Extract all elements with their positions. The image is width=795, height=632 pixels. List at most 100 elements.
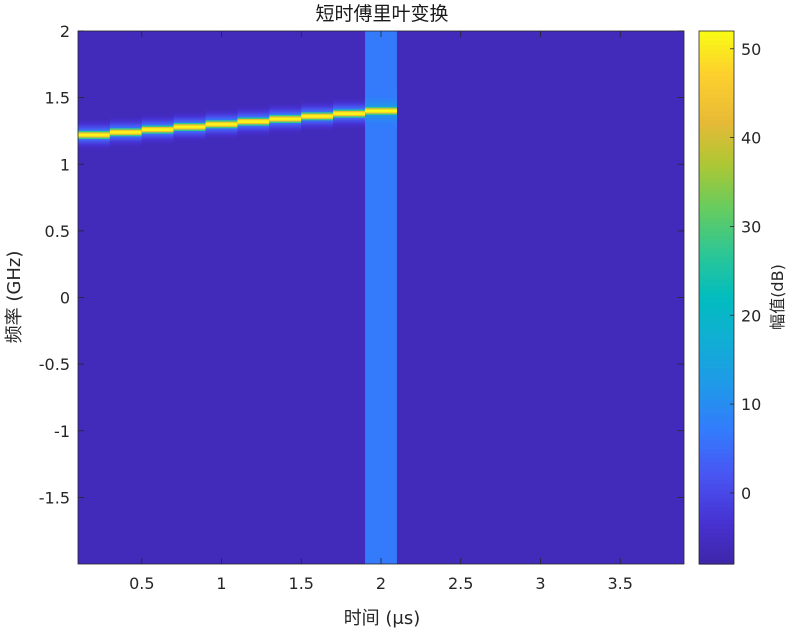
- ridge-sidelobe: [269, 101, 302, 104]
- ridge-sidelobe: [301, 122, 334, 126]
- ridge-segment-5: [205, 122, 238, 126]
- ridge-sidelobe: [333, 97, 366, 100]
- colorbar-swatch: [699, 230, 734, 236]
- colorbar-tick-label: 40: [741, 129, 761, 148]
- ridge-sidelobe: [269, 103, 302, 107]
- ridge-sidelobe: [269, 111, 302, 115]
- colorbar-swatch: [699, 137, 734, 143]
- colorbar-swatch: [699, 510, 734, 516]
- colorbar-swatch: [699, 417, 734, 423]
- ridge-sidelobe: [173, 119, 206, 123]
- colorbar-swatch: [699, 461, 734, 467]
- colorbar-swatch: [699, 439, 734, 445]
- ridge-sidelobe: [269, 126, 302, 129]
- ridge-sidelobe: [205, 116, 238, 119]
- ridge-sidelobe: [333, 116, 366, 119]
- ridge-sidelobe: [173, 120, 206, 124]
- ridge-sidelobe: [301, 105, 334, 108]
- ridge-sidelobe: [301, 126, 334, 129]
- ridge-sidelobe: [141, 123, 174, 126]
- colorbar-swatch: [699, 226, 734, 232]
- ridge-sidelobe: [365, 104, 397, 108]
- ridge-sidelobe: [237, 136, 270, 139]
- ridge-sidelobe: [301, 120, 334, 123]
- colorbar-swatch: [699, 532, 734, 538]
- colorbar-swatch: [699, 142, 734, 148]
- ridge-sidelobe: [365, 120, 397, 124]
- ridge-sidelobe: [78, 123, 110, 126]
- colorbar-swatch: [699, 319, 734, 325]
- ridge-sidelobe: [237, 107, 270, 110]
- ridge-sidelobe: [269, 107, 302, 110]
- ridge-sidelobe: [173, 140, 206, 143]
- colorbar-swatch: [699, 355, 734, 361]
- ridge-sidelobe: [78, 125, 110, 128]
- colorbar-swatch: [699, 497, 734, 503]
- colorbar-swatch: [699, 266, 734, 272]
- ridge-sidelobe: [141, 120, 174, 123]
- colorbar-swatch: [699, 159, 734, 165]
- y-tick-label: 1.5: [45, 89, 70, 108]
- ridge-sidelobe: [205, 135, 238, 138]
- colorbar-swatch: [699, 297, 734, 303]
- ridge-segment-2: [109, 130, 142, 134]
- ridge-sidelobe: [365, 93, 397, 96]
- ridge-sidelobe: [109, 122, 142, 126]
- x-tick-label: 1.5: [289, 574, 314, 593]
- colorbar-swatch: [699, 182, 734, 188]
- colorbar-swatch: [699, 221, 734, 228]
- ridge-sidelobe: [333, 104, 366, 107]
- ridge-sidelobe: [365, 115, 397, 118]
- colorbar-swatch: [699, 235, 734, 241]
- ridge-segment-9: [333, 112, 366, 116]
- ridge-sidelobe: [78, 142, 110, 145]
- colorbar-swatch: [699, 270, 734, 276]
- ridge-sidelobe: [333, 105, 366, 108]
- ridge-sidelobe: [109, 138, 142, 142]
- ridge-sidelobe: [205, 132, 238, 135]
- ridge-sidelobe: [365, 116, 397, 119]
- x-axis: 0.5 1 1.5 2 2.5 3 3.5: [129, 31, 633, 593]
- colorbar-swatch: [699, 128, 734, 134]
- colorbar-swatch: [699, 390, 734, 396]
- colorbar-swatch: [699, 168, 734, 174]
- colorbar-tick-label: 0: [741, 484, 751, 503]
- ridge-sidelobe: [109, 119, 142, 122]
- ridge-sidelobe: [237, 129, 270, 132]
- ridge-sidelobe: [301, 109, 334, 112]
- colorbar-swatch: [699, 199, 734, 205]
- ridge-sidelobe: [301, 100, 334, 103]
- colorbar-swatch: [699, 448, 734, 454]
- colorbar-swatch: [699, 173, 734, 179]
- ridge-sidelobe: [141, 133, 174, 137]
- colorbar-tick-label: 10: [741, 395, 761, 414]
- ridge-sidelobe: [141, 116, 174, 119]
- colorbar-swatch: [699, 62, 734, 68]
- ridge-sidelobe: [237, 112, 270, 115]
- ridge-sidelobe: [269, 104, 302, 108]
- colorbar-swatch: [699, 70, 734, 77]
- colorbar-swatch: [699, 204, 734, 210]
- ridge-sidelobe: [78, 144, 110, 148]
- ridge-sidelobe: [269, 112, 302, 116]
- colorbar-swatch: [699, 279, 734, 285]
- colorbar-swatch: [699, 48, 734, 54]
- colorbar-swatch: [699, 492, 734, 498]
- colorbar-tick-label: 30: [741, 217, 761, 236]
- ridge-sidelobe: [109, 141, 142, 144]
- ridge-sidelobe: [173, 112, 206, 116]
- ridge-sidelobe: [365, 119, 397, 123]
- colorbar-swatch: [699, 88, 734, 94]
- ridge-sidelobe: [141, 121, 174, 124]
- ridge-segment-1: [78, 133, 110, 137]
- ridge-sidelobe: [237, 128, 270, 131]
- colorbar-swatch: [699, 333, 734, 339]
- colorbar-swatch: [699, 444, 734, 450]
- ridge-sidelobe: [109, 117, 142, 120]
- ridge-sidelobe: [301, 128, 334, 131]
- ridge-sidelobe: [365, 102, 397, 105]
- ridge-sidelobe: [237, 106, 270, 109]
- colorbar-swatch: [699, 217, 734, 223]
- ridge-sidelobe: [173, 118, 206, 121]
- ridge-sidelobe: [141, 138, 174, 141]
